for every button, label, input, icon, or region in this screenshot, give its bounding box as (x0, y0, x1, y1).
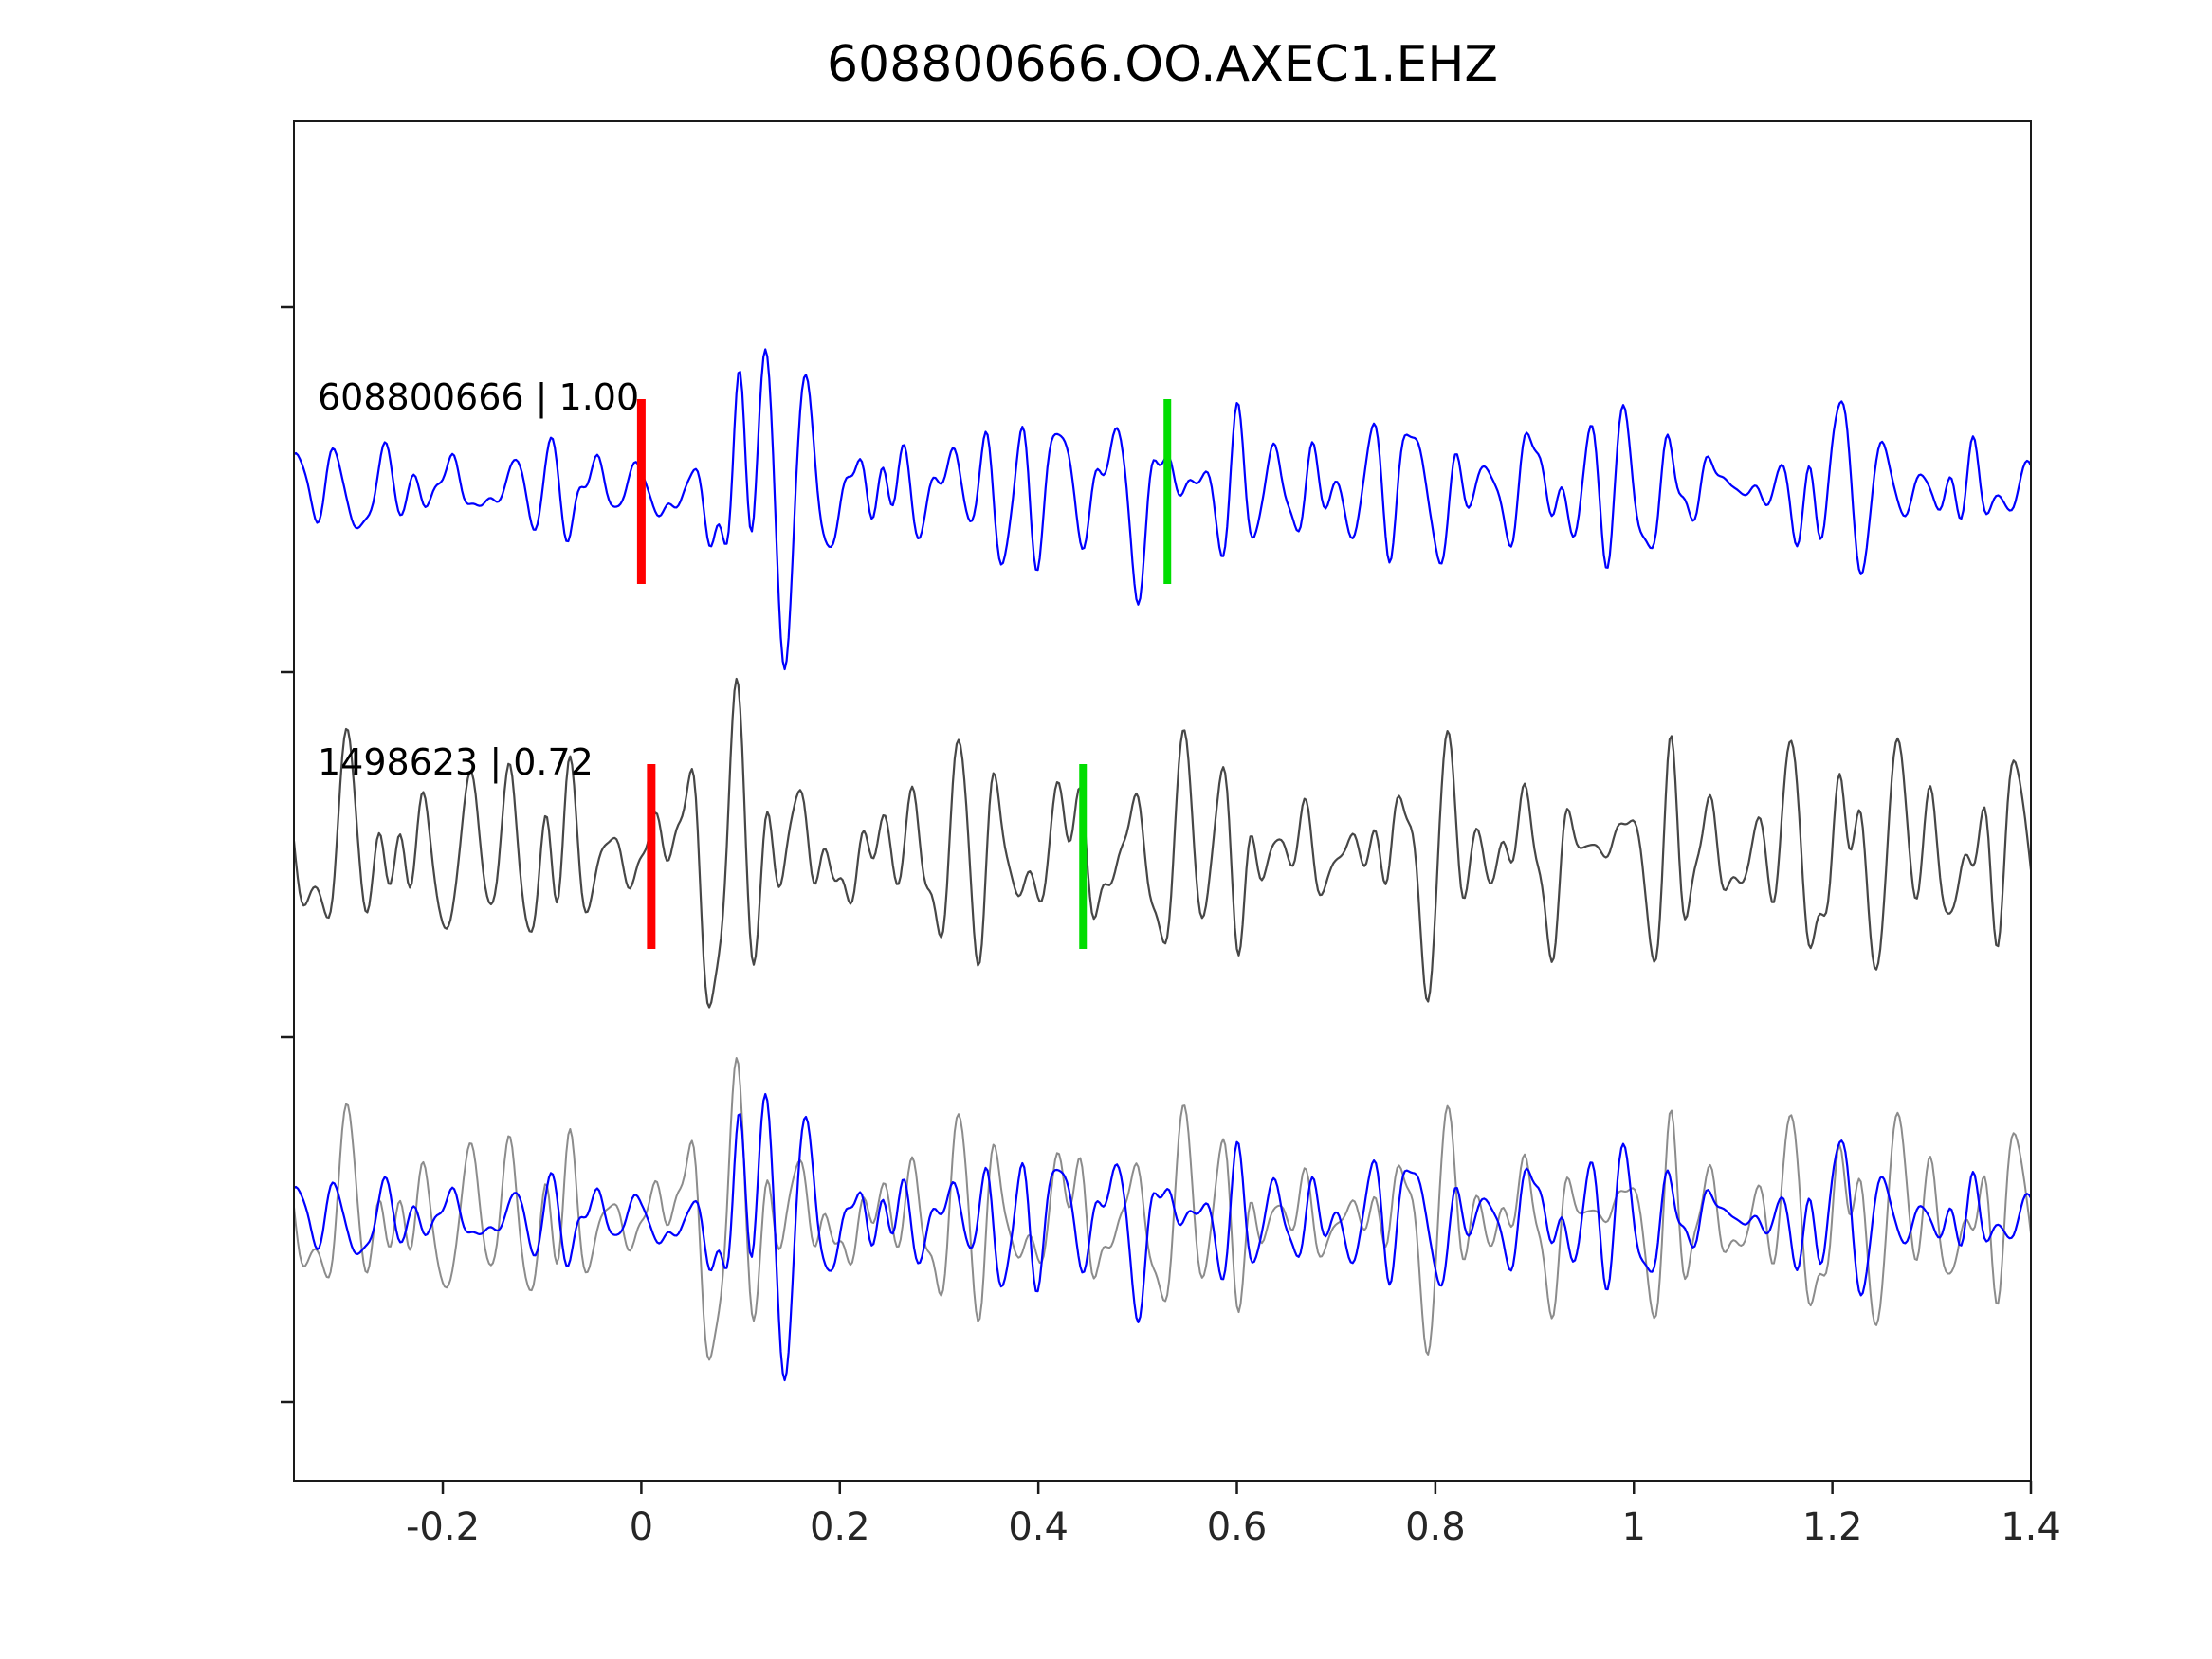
waveform-match-trace (294, 677, 2031, 1009)
trace-label: 1498623 | 0.72 (318, 741, 594, 784)
x-tick-label: 1.2 (1802, 1505, 1863, 1549)
waveform-template-trace (294, 1092, 2031, 1382)
x-tick-label: -0.2 (406, 1505, 480, 1549)
x-tick-label: 1.4 (2001, 1505, 2061, 1549)
x-tick-label: 0 (630, 1505, 653, 1549)
chart-title: 608800666.OO.AXEC1.EHZ (827, 36, 1498, 93)
plot-border (293, 120, 2032, 1482)
x-tick-label: 1 (1622, 1505, 1646, 1549)
traces-group (294, 348, 2031, 1382)
waveform-match-trace (294, 1057, 2031, 1361)
x-tick-label: 0.4 (1008, 1505, 1069, 1549)
x-tick-label: 0.2 (810, 1505, 870, 1549)
x-tick-label: 0.8 (1405, 1505, 1466, 1549)
trace-label: 608800666 | 1.00 (318, 376, 639, 419)
waveform-template-trace (294, 348, 2031, 671)
plot-area: 608800666 | 1.00 1498623 | 0.72 -0.2 0 0.2 0.… (281, 120, 2061, 1549)
x-tick-label: 0.6 (1207, 1505, 1268, 1549)
